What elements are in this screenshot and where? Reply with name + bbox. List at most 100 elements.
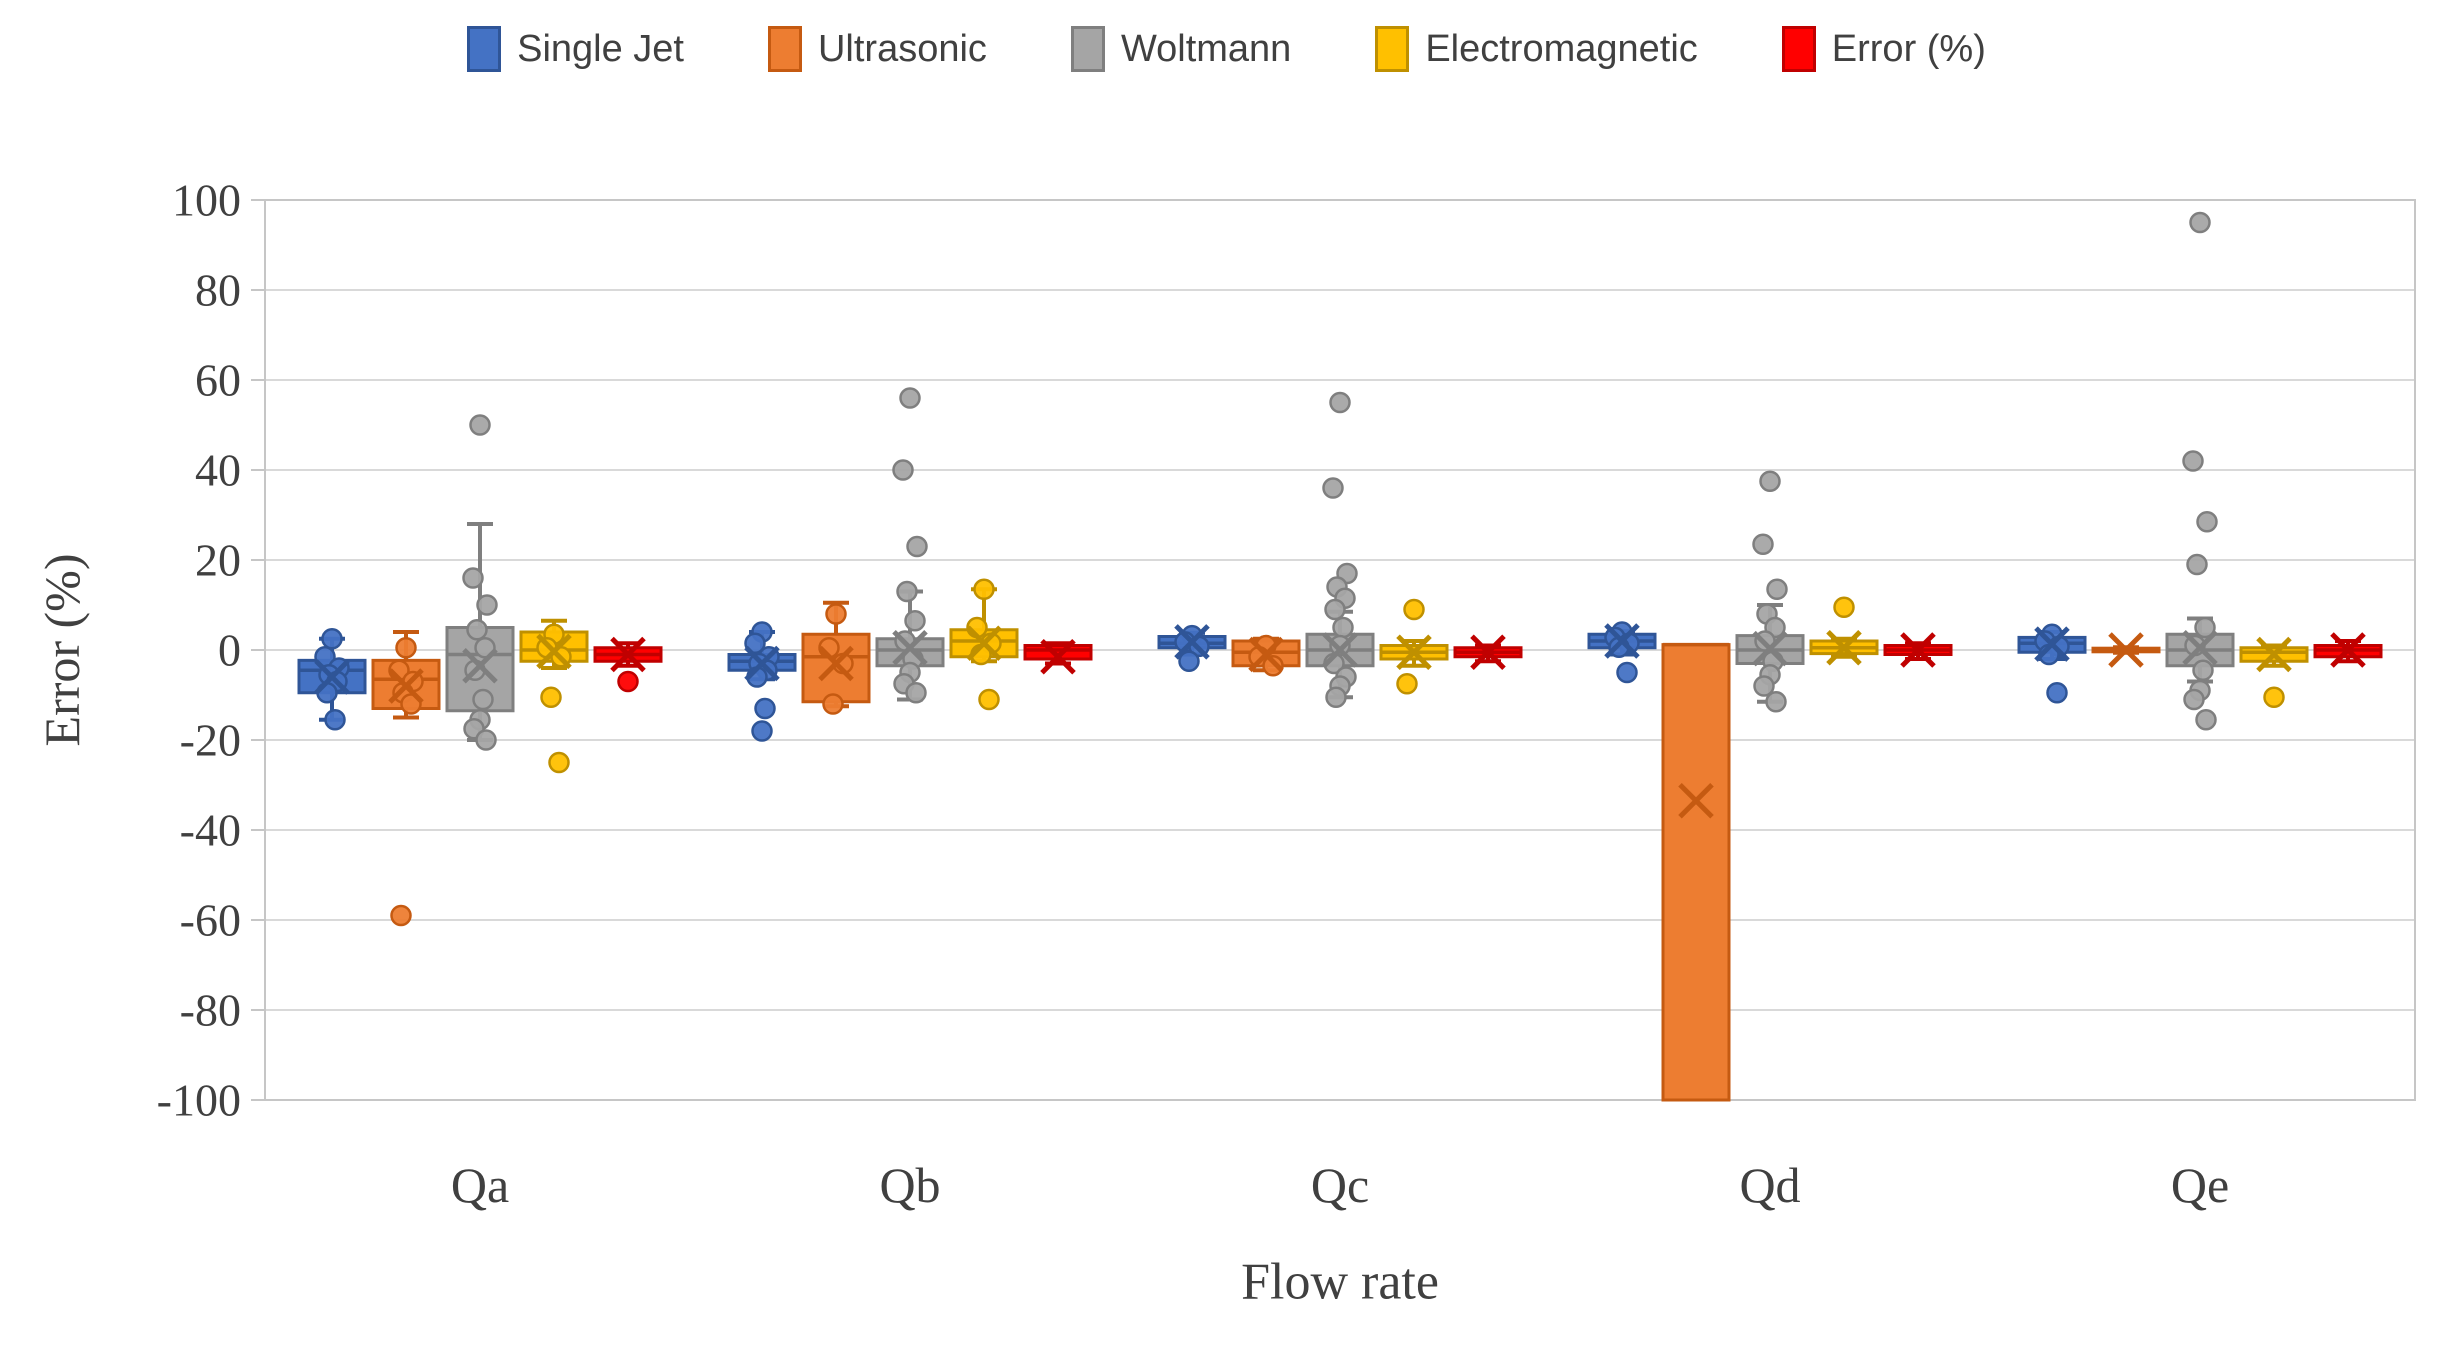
- data-point: [899, 387, 921, 409]
- mean-marker-x: [1678, 782, 1714, 819]
- x-category-label: Qc: [1311, 1157, 1369, 1213]
- plot-frame: [264, 199, 2416, 1101]
- data-point: [1616, 661, 1638, 684]
- data-point: [1178, 650, 1200, 672]
- data-point: [2182, 450, 2204, 472]
- data-point: [905, 682, 927, 704]
- data-point: [822, 693, 844, 715]
- y-tick-label: 100: [172, 175, 241, 226]
- data-point: [1753, 675, 1775, 697]
- data-point: [973, 578, 995, 600]
- y-tick-label: -60: [180, 895, 241, 946]
- y-tick-label: 40: [195, 445, 241, 496]
- data-point: [2183, 688, 2205, 711]
- y-tick-label: -100: [157, 1075, 241, 1126]
- legend-label: Ultrasonic: [817, 27, 987, 70]
- mean-marker-x: [610, 636, 646, 673]
- data-point: [617, 670, 639, 693]
- data-point: [1332, 616, 1354, 639]
- data-point: [1262, 655, 1284, 677]
- mean-marker-x: [1900, 632, 1936, 668]
- data-point: [1322, 477, 1344, 499]
- data-point: [751, 720, 773, 742]
- mean-marker-x: [1826, 629, 1862, 666]
- y-tick-label: 80: [195, 265, 241, 316]
- data-point: [2192, 659, 2214, 681]
- legend-item[interactable]: Single Jet: [467, 26, 684, 72]
- y-tick-label: -20: [180, 715, 241, 766]
- y-tick-label: -80: [180, 985, 241, 1036]
- data-point: [548, 751, 570, 774]
- data-point: [906, 535, 928, 558]
- mean-marker-x: [1174, 624, 1210, 660]
- data-point: [904, 610, 926, 632]
- x-category-label: Qb: [879, 1157, 940, 1213]
- chart-legend: Single Jet Ultrasonic Woltmann Electromagne…: [0, 26, 2453, 72]
- mean-marker-x: [966, 625, 1002, 662]
- data-point: [395, 637, 417, 659]
- mean-marker-x: [1752, 630, 1788, 667]
- legend-swatch-icon: [767, 26, 802, 72]
- data-point: [1396, 673, 1418, 695]
- data-point: [825, 603, 847, 625]
- data-point: [1765, 691, 1787, 713]
- mean-marker-x: [462, 647, 498, 684]
- data-point: [466, 619, 488, 641]
- data-point: [1329, 391, 1351, 414]
- data-point: [892, 459, 914, 481]
- x-category-label: Qe: [2171, 1157, 2229, 1213]
- data-point: [1324, 598, 1346, 621]
- data-point: [1403, 598, 1425, 621]
- data-point: [472, 688, 494, 711]
- data-point: [1766, 578, 1788, 600]
- mean-marker-x: [388, 668, 424, 704]
- mean-marker-x: [1470, 634, 1506, 671]
- data-point: [744, 632, 766, 654]
- x-category-label: Qd: [1739, 1157, 1800, 1213]
- y-tick-label: 20: [195, 535, 241, 586]
- y-axis-title: Error (%): [34, 553, 90, 747]
- legend-item[interactable]: Error (%): [1781, 26, 1986, 72]
- legend-item[interactable]: Ultrasonic: [767, 26, 987, 72]
- data-point: [2046, 682, 2068, 704]
- mean-marker-x: [314, 659, 350, 695]
- data-point: [1759, 470, 1781, 492]
- data-point: [2195, 709, 2217, 731]
- legend-swatch-icon: [1070, 26, 1105, 72]
- legend-swatch-icon: [1375, 26, 1410, 72]
- data-point: [475, 729, 497, 751]
- data-point: [978, 688, 1000, 711]
- mean-marker-x: [744, 645, 780, 682]
- data-point: [2263, 686, 2285, 708]
- mean-marker-x: [2108, 632, 2144, 668]
- data-point: [2186, 553, 2208, 576]
- mean-marker-x: [1396, 634, 1432, 671]
- x-axis-title: Flow rate: [1241, 1253, 1439, 1311]
- y-tick-label: 60: [195, 355, 241, 406]
- x-category-label: Qa: [451, 1157, 509, 1213]
- data-point: [896, 580, 918, 603]
- y-tick-label: 0: [218, 625, 241, 676]
- data-point: [390, 904, 412, 927]
- data-point: [540, 686, 562, 708]
- legend-item[interactable]: Electromagnetic: [1375, 26, 1698, 72]
- mean-marker-x: [1248, 636, 1284, 673]
- data-point: [2189, 211, 2211, 234]
- y-tick-label: -40: [180, 805, 241, 856]
- legend-item[interactable]: Woltmann: [1070, 26, 1291, 72]
- legend-label: Single Jet: [517, 27, 684, 70]
- mean-marker-x: [2182, 629, 2218, 666]
- legend-swatch-icon: [467, 26, 502, 72]
- data-point: [469, 414, 491, 436]
- mean-marker-x: [2034, 626, 2070, 662]
- data-point: [1833, 596, 1855, 618]
- mean-marker-x: [536, 633, 572, 670]
- legend-label: Error (%): [1831, 27, 1986, 70]
- data-point: [1752, 533, 1774, 555]
- legend-swatch-icon: [1781, 26, 1816, 72]
- box-series-1-cat-3: [1661, 643, 1731, 1102]
- data-point: [476, 594, 498, 616]
- data-point: [324, 709, 346, 731]
- mean-marker-x: [1604, 623, 1640, 659]
- mean-marker-x: [2256, 636, 2292, 673]
